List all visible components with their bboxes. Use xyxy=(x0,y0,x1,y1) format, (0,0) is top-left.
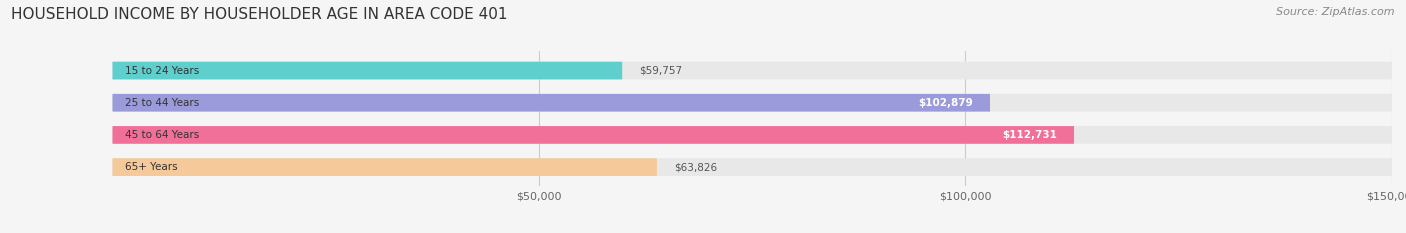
Text: Source: ZipAtlas.com: Source: ZipAtlas.com xyxy=(1277,7,1395,17)
FancyBboxPatch shape xyxy=(112,158,1392,176)
FancyBboxPatch shape xyxy=(112,62,1392,79)
Text: 15 to 24 Years: 15 to 24 Years xyxy=(125,65,200,75)
FancyBboxPatch shape xyxy=(112,62,623,79)
Text: $59,757: $59,757 xyxy=(640,65,682,75)
FancyBboxPatch shape xyxy=(112,126,1074,144)
FancyBboxPatch shape xyxy=(112,94,990,112)
FancyBboxPatch shape xyxy=(112,158,657,176)
Text: 45 to 64 Years: 45 to 64 Years xyxy=(125,130,200,140)
FancyBboxPatch shape xyxy=(112,126,1392,144)
Text: $102,879: $102,879 xyxy=(918,98,973,108)
Text: $112,731: $112,731 xyxy=(1002,130,1057,140)
Text: HOUSEHOLD INCOME BY HOUSEHOLDER AGE IN AREA CODE 401: HOUSEHOLD INCOME BY HOUSEHOLDER AGE IN A… xyxy=(11,7,508,22)
Text: 65+ Years: 65+ Years xyxy=(125,162,179,172)
Text: $63,826: $63,826 xyxy=(673,162,717,172)
Text: 25 to 44 Years: 25 to 44 Years xyxy=(125,98,200,108)
FancyBboxPatch shape xyxy=(112,94,1392,112)
